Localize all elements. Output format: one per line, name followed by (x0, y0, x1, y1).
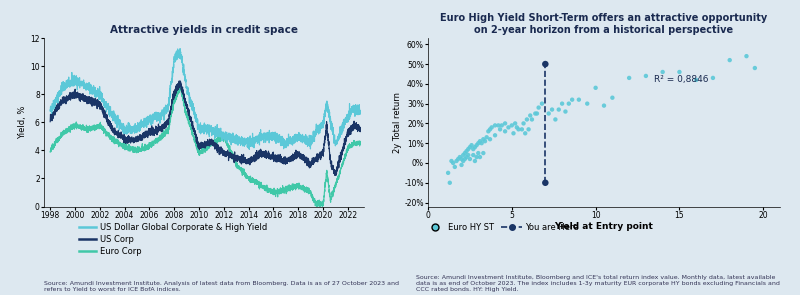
Point (449, 165, 462, 169)
Point (457, 159, 470, 163)
Y-axis label: Yield, %: Yield, % (18, 106, 27, 139)
Point (446, 160, 459, 165)
Point (522, 127, 535, 132)
Point (472, 151, 485, 155)
Point (455, 157, 468, 161)
Point (458, 151, 471, 155)
Y-axis label: 2y Total return: 2y Total return (393, 92, 402, 153)
Point (546, 107, 558, 112)
Point (749, 66, 762, 71)
Point (489, 133, 502, 138)
Point (467, 147, 480, 152)
Point (740, 54, 753, 58)
Point (706, 76, 719, 80)
Point (598, 103, 610, 108)
Point (566, 97, 578, 102)
Point (556, 101, 569, 106)
Legend: US Dollar Global Corporate & High Yield, US Corp, Euro Corp: US Dollar Global Corporate & High Yield,… (76, 220, 270, 259)
Point (590, 86, 602, 90)
Point (519, 131, 532, 136)
Point (474, 139, 486, 144)
Point (465, 143, 478, 148)
Point (606, 95, 618, 100)
Point (472, 141, 485, 145)
Point (502, 125, 515, 130)
Point (470, 155, 483, 159)
Point (469, 159, 482, 163)
Point (512, 127, 525, 132)
Point (492, 123, 505, 128)
Point (552, 107, 565, 112)
Point (469, 145, 482, 150)
Legend: Euro HY ST, You are Here: Euro HY ST, You are Here (421, 220, 582, 236)
Point (515, 127, 528, 132)
Point (494, 127, 506, 132)
Point (581, 101, 594, 106)
Point (455, 163, 468, 167)
Point (723, 58, 736, 63)
Point (521, 117, 534, 122)
Point (462, 153, 474, 158)
Point (460, 155, 473, 159)
Point (656, 70, 669, 74)
Point (498, 121, 511, 126)
Point (463, 157, 476, 161)
Point (530, 111, 543, 116)
Point (452, 157, 465, 161)
Point (474, 155, 486, 159)
Point (486, 125, 498, 130)
Point (622, 76, 635, 80)
Point (562, 101, 575, 106)
Point (639, 73, 652, 78)
Point (462, 147, 474, 152)
Text: Source: Amundi Investment Institute. Analysis of latest data from Bloomberg. Dat: Source: Amundi Investment Institute. Ana… (44, 281, 399, 292)
Point (524, 113, 537, 118)
Point (454, 155, 466, 159)
Point (532, 105, 545, 110)
Point (535, 101, 548, 106)
Point (673, 70, 686, 74)
Point (484, 137, 497, 142)
Point (509, 121, 522, 126)
Point (467, 153, 480, 158)
Point (495, 123, 508, 128)
Point (510, 125, 523, 130)
Point (475, 141, 488, 145)
Point (480, 135, 493, 140)
Text: R² = 0,8846: R² = 0,8846 (654, 75, 709, 84)
Title: Attractive yields in credit space: Attractive yields in credit space (110, 25, 298, 35)
Point (445, 159, 458, 163)
Point (458, 157, 471, 161)
Point (539, 62, 552, 66)
Point (450, 159, 463, 163)
Point (507, 131, 520, 136)
Point (460, 149, 473, 153)
Point (489, 123, 502, 128)
Point (517, 121, 530, 126)
Title: Euro High Yield Short-Term offers an attractive opportunity
on 2-year horizon fr: Euro High Yield Short-Term offers an att… (440, 13, 768, 35)
Point (463, 145, 476, 150)
Point (690, 78, 702, 82)
Point (542, 111, 555, 116)
Point (529, 111, 542, 116)
Point (478, 139, 491, 144)
Point (559, 109, 572, 114)
Point (442, 171, 454, 175)
Point (477, 151, 490, 155)
Point (549, 117, 562, 122)
Point (526, 117, 538, 122)
Text: Source: Amundi Investment Institute, Bloomberg and ICE's total return index valu: Source: Amundi Investment Institute, Blo… (416, 276, 780, 292)
Point (470, 143, 483, 148)
Point (484, 127, 497, 132)
Point (498, 129, 511, 134)
X-axis label: Yield at Entry point: Yield at Entry point (554, 222, 654, 232)
Point (573, 97, 586, 102)
Point (457, 153, 470, 158)
Point (477, 137, 490, 142)
Point (443, 181, 456, 185)
Point (539, 181, 552, 185)
Point (482, 129, 494, 134)
Point (506, 123, 518, 128)
